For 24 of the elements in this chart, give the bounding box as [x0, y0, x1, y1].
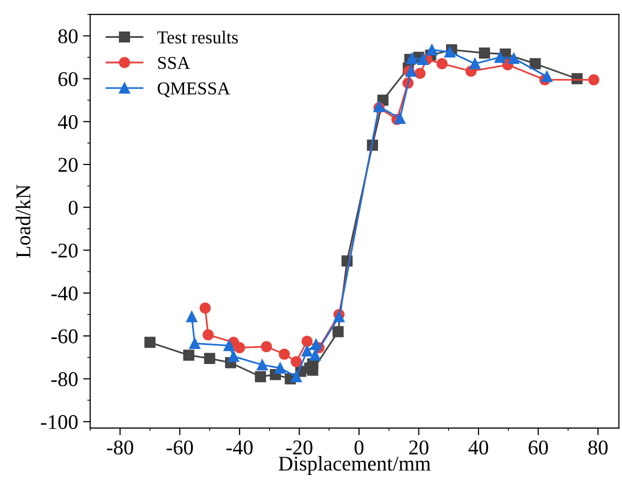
x-tick-label: 60 [528, 440, 548, 455]
y-tick-label: 20 [58, 158, 78, 172]
legend-label: SSA [158, 56, 190, 70]
legend-label: Test results [157, 30, 238, 44]
y-tick-label: 40 [58, 114, 78, 130]
x-tick-label: -40 [226, 440, 253, 455]
x-tick-label: -20 [286, 440, 312, 455]
legend-label: QMESSA [158, 82, 230, 98]
y-tick-label: 60 [58, 72, 78, 86]
x-tick-label: 80 [588, 440, 608, 455]
y-tick-label: -20 [51, 244, 78, 258]
x-tick-label: 0 [354, 440, 364, 455]
y-tick-label: 80 [58, 29, 78, 44]
y-tick-label: -40 [51, 286, 78, 300]
x-axis-title: Displacement/mm [278, 456, 431, 475]
y-axis-title: Load/kN [16, 184, 30, 258]
x-tick-label: 20 [409, 440, 428, 455]
y-tick-label: 0 [68, 200, 78, 215]
y-tick-label: -60 [51, 329, 78, 344]
x-tick-label: 40 [468, 440, 488, 455]
y-tick-label: -80 [51, 372, 78, 386]
x-tick-label: -60 [166, 440, 193, 455]
x-tick-label: -80 [106, 440, 134, 455]
y-tick-label: -100 [40, 415, 78, 430]
